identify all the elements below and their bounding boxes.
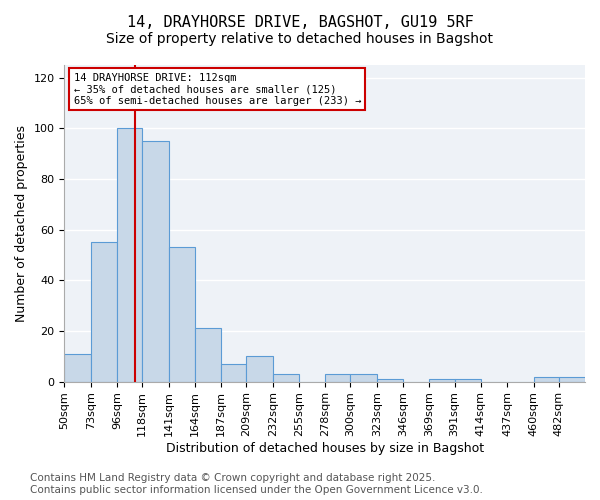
Bar [91, 242, 117, 382]
Bar [533, 376, 559, 382]
Bar [64, 354, 91, 382]
Bar [195, 328, 221, 382]
Bar [117, 128, 142, 382]
Bar [325, 374, 350, 382]
Bar [272, 374, 299, 382]
Bar [559, 376, 585, 382]
Bar [247, 356, 272, 382]
Y-axis label: Number of detached properties: Number of detached properties [15, 125, 28, 322]
Bar [430, 379, 455, 382]
Bar [377, 379, 403, 382]
Bar [455, 379, 481, 382]
Text: Contains HM Land Registry data © Crown copyright and database right 2025.
Contai: Contains HM Land Registry data © Crown c… [30, 474, 483, 495]
Bar [142, 141, 169, 382]
Bar [350, 374, 377, 382]
Bar [221, 364, 247, 382]
Text: 14, DRAYHORSE DRIVE, BAGSHOT, GU19 5RF: 14, DRAYHORSE DRIVE, BAGSHOT, GU19 5RF [127, 15, 473, 30]
Text: Size of property relative to detached houses in Bagshot: Size of property relative to detached ho… [107, 32, 493, 46]
Bar [169, 248, 195, 382]
X-axis label: Distribution of detached houses by size in Bagshot: Distribution of detached houses by size … [166, 442, 484, 455]
Text: 14 DRAYHORSE DRIVE: 112sqm
← 35% of detached houses are smaller (125)
65% of sem: 14 DRAYHORSE DRIVE: 112sqm ← 35% of deta… [74, 72, 361, 106]
